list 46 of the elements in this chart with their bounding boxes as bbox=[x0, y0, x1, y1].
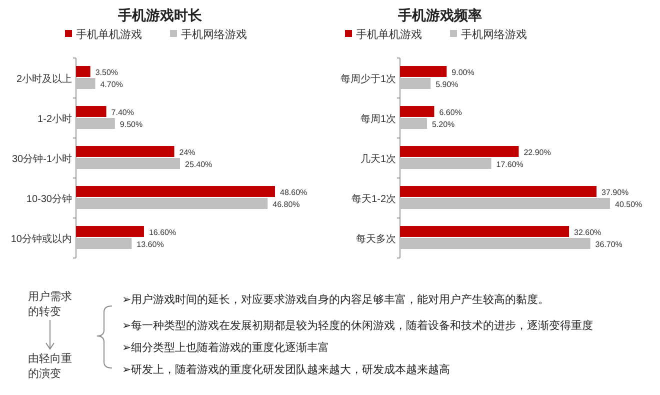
legend-item: 手机网络游戏 bbox=[170, 29, 247, 41]
y-tick-label: 2小时及以上 bbox=[16, 73, 72, 85]
data-label: 9.50% bbox=[120, 120, 143, 129]
legend-label: 手机单机游戏 bbox=[76, 28, 142, 41]
legend-label: 手机网络游戏 bbox=[461, 28, 527, 41]
data-label: 36.70% bbox=[595, 240, 622, 249]
text: ➢细分类型上也随着游戏的重度化逐渐丰富 bbox=[122, 341, 329, 354]
legend-item: 手机单机游戏 bbox=[345, 29, 422, 41]
y-tick-label: 每周1次 bbox=[360, 113, 396, 125]
data-label: 46.80% bbox=[272, 200, 300, 209]
data-label: 24% bbox=[179, 148, 196, 157]
data-label: 4.70% bbox=[100, 80, 123, 89]
y-tick-label: 1-2小时 bbox=[38, 113, 72, 125]
text: 由轻向重的演变 bbox=[28, 352, 72, 380]
data-label: 37.90% bbox=[602, 188, 629, 197]
y-tick-label: 每天1-2次 bbox=[352, 193, 396, 205]
text: ➢每一种类型的游戏在发展初期都是较为轻度的休闲游戏，随着设备和技术的进步，逐渐变得重度 bbox=[122, 319, 593, 332]
data-label: 32.60% bbox=[574, 228, 602, 237]
legend-item: 手机网络游戏 bbox=[450, 29, 527, 41]
data-label: 16.60% bbox=[148, 228, 176, 237]
y-tick-label: 10-30分钟 bbox=[26, 193, 72, 205]
y-tick-label: 几天1次 bbox=[360, 154, 396, 165]
y-tick-label: 10分钟或以内 bbox=[10, 233, 72, 245]
legend-label: 手机单机游戏 bbox=[356, 28, 422, 41]
data-label: 22.90% bbox=[524, 148, 551, 157]
data-label: 5.90% bbox=[436, 80, 458, 89]
chart-title: 手机游戏时长 bbox=[117, 7, 203, 23]
text: ➢用户游戏时间的延长，对应要求游戏自身的内容足够丰富，能对用户产生较高的黏度。 bbox=[122, 293, 549, 306]
data-label: 5.20% bbox=[432, 120, 455, 129]
legend-label: 手机网络游戏 bbox=[181, 28, 247, 41]
data-label: 40.50% bbox=[615, 200, 642, 209]
text: 用户需求的转变 bbox=[28, 290, 72, 318]
y-tick-label: 每周少于1次 bbox=[340, 73, 396, 85]
data-label: 13.60% bbox=[136, 240, 164, 249]
data-label: 9.00% bbox=[452, 68, 474, 77]
text: ➢研发上，随着游戏的重度化研发团队越来越大，研发成本越来越高 bbox=[122, 363, 450, 376]
y-tick-label: 每天多次 bbox=[356, 233, 396, 245]
data-label: 17.60% bbox=[496, 160, 524, 169]
chart-title: 手机游戏频率 bbox=[397, 7, 482, 23]
data-label: 25.40% bbox=[185, 160, 212, 169]
y-tick-label: 30分钟-1小时 bbox=[12, 153, 72, 165]
data-label: 48.60% bbox=[280, 188, 308, 197]
legend-item: 手机单机游戏 bbox=[65, 29, 142, 41]
data-label: 6.60% bbox=[439, 108, 462, 117]
data-label: 3.50% bbox=[95, 68, 118, 77]
data-label: 7.40% bbox=[111, 108, 134, 117]
